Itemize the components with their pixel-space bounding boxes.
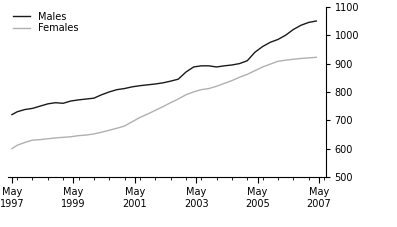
Males <box>10 113 14 116</box>
Males <box>299 24 303 27</box>
Males <box>237 62 242 65</box>
Males <box>268 41 273 44</box>
Males <box>214 66 219 68</box>
Females <box>314 56 319 59</box>
Females <box>160 105 165 108</box>
Females <box>276 60 280 63</box>
Males <box>61 102 66 105</box>
Females <box>283 59 288 62</box>
Males <box>30 107 35 110</box>
Females <box>114 127 119 130</box>
Females <box>268 63 273 65</box>
Males <box>15 111 19 113</box>
Females <box>306 57 311 59</box>
Males <box>176 78 181 81</box>
Males <box>68 100 73 102</box>
Females <box>84 134 89 136</box>
Females <box>299 57 303 60</box>
Legend: Males, Females: Males, Females <box>13 12 79 33</box>
Females <box>91 133 96 135</box>
Males <box>252 51 257 54</box>
Females <box>15 144 19 147</box>
Females <box>183 94 188 96</box>
Males <box>84 98 89 100</box>
Females <box>145 113 150 115</box>
Males <box>145 84 150 86</box>
Males <box>130 85 135 88</box>
Males <box>160 81 165 84</box>
Males <box>291 28 296 31</box>
Males <box>191 66 196 68</box>
Males <box>91 97 96 99</box>
Males <box>76 99 81 101</box>
Males <box>245 59 250 62</box>
Males <box>199 64 204 67</box>
Females <box>130 120 135 123</box>
Males <box>153 83 158 85</box>
Females <box>237 76 242 79</box>
Females <box>23 141 27 144</box>
Females <box>68 135 73 138</box>
Males <box>45 102 50 105</box>
Females <box>10 147 14 150</box>
Males <box>122 87 127 90</box>
Females <box>107 129 112 132</box>
Females <box>61 136 66 139</box>
Females <box>229 79 234 82</box>
Males <box>99 94 104 96</box>
Males <box>283 34 288 37</box>
Females <box>153 109 158 112</box>
Females <box>222 82 227 85</box>
Males <box>53 101 58 104</box>
Males <box>222 64 227 67</box>
Males <box>107 91 112 93</box>
Males <box>114 88 119 91</box>
Males <box>229 64 234 66</box>
Females <box>260 66 265 68</box>
Males <box>314 20 319 22</box>
Males <box>183 71 188 73</box>
Females <box>176 98 181 100</box>
Females <box>291 58 296 61</box>
Females <box>252 69 257 72</box>
Females <box>199 88 204 91</box>
Males <box>168 80 173 82</box>
Females <box>168 101 173 104</box>
Males <box>137 84 142 87</box>
Females <box>53 136 58 139</box>
Females <box>38 138 42 141</box>
Females <box>30 139 35 142</box>
Males <box>23 108 27 111</box>
Males <box>276 38 280 41</box>
Females <box>122 125 127 127</box>
Females <box>191 91 196 93</box>
Females <box>214 85 219 88</box>
Males <box>38 105 42 107</box>
Line: Females: Females <box>12 57 316 149</box>
Females <box>245 73 250 76</box>
Females <box>99 131 104 133</box>
Males <box>306 21 311 24</box>
Males <box>260 45 265 48</box>
Line: Males: Males <box>12 21 316 115</box>
Females <box>76 134 81 137</box>
Females <box>206 87 211 90</box>
Males <box>206 64 211 67</box>
Females <box>45 137 50 140</box>
Females <box>137 116 142 119</box>
